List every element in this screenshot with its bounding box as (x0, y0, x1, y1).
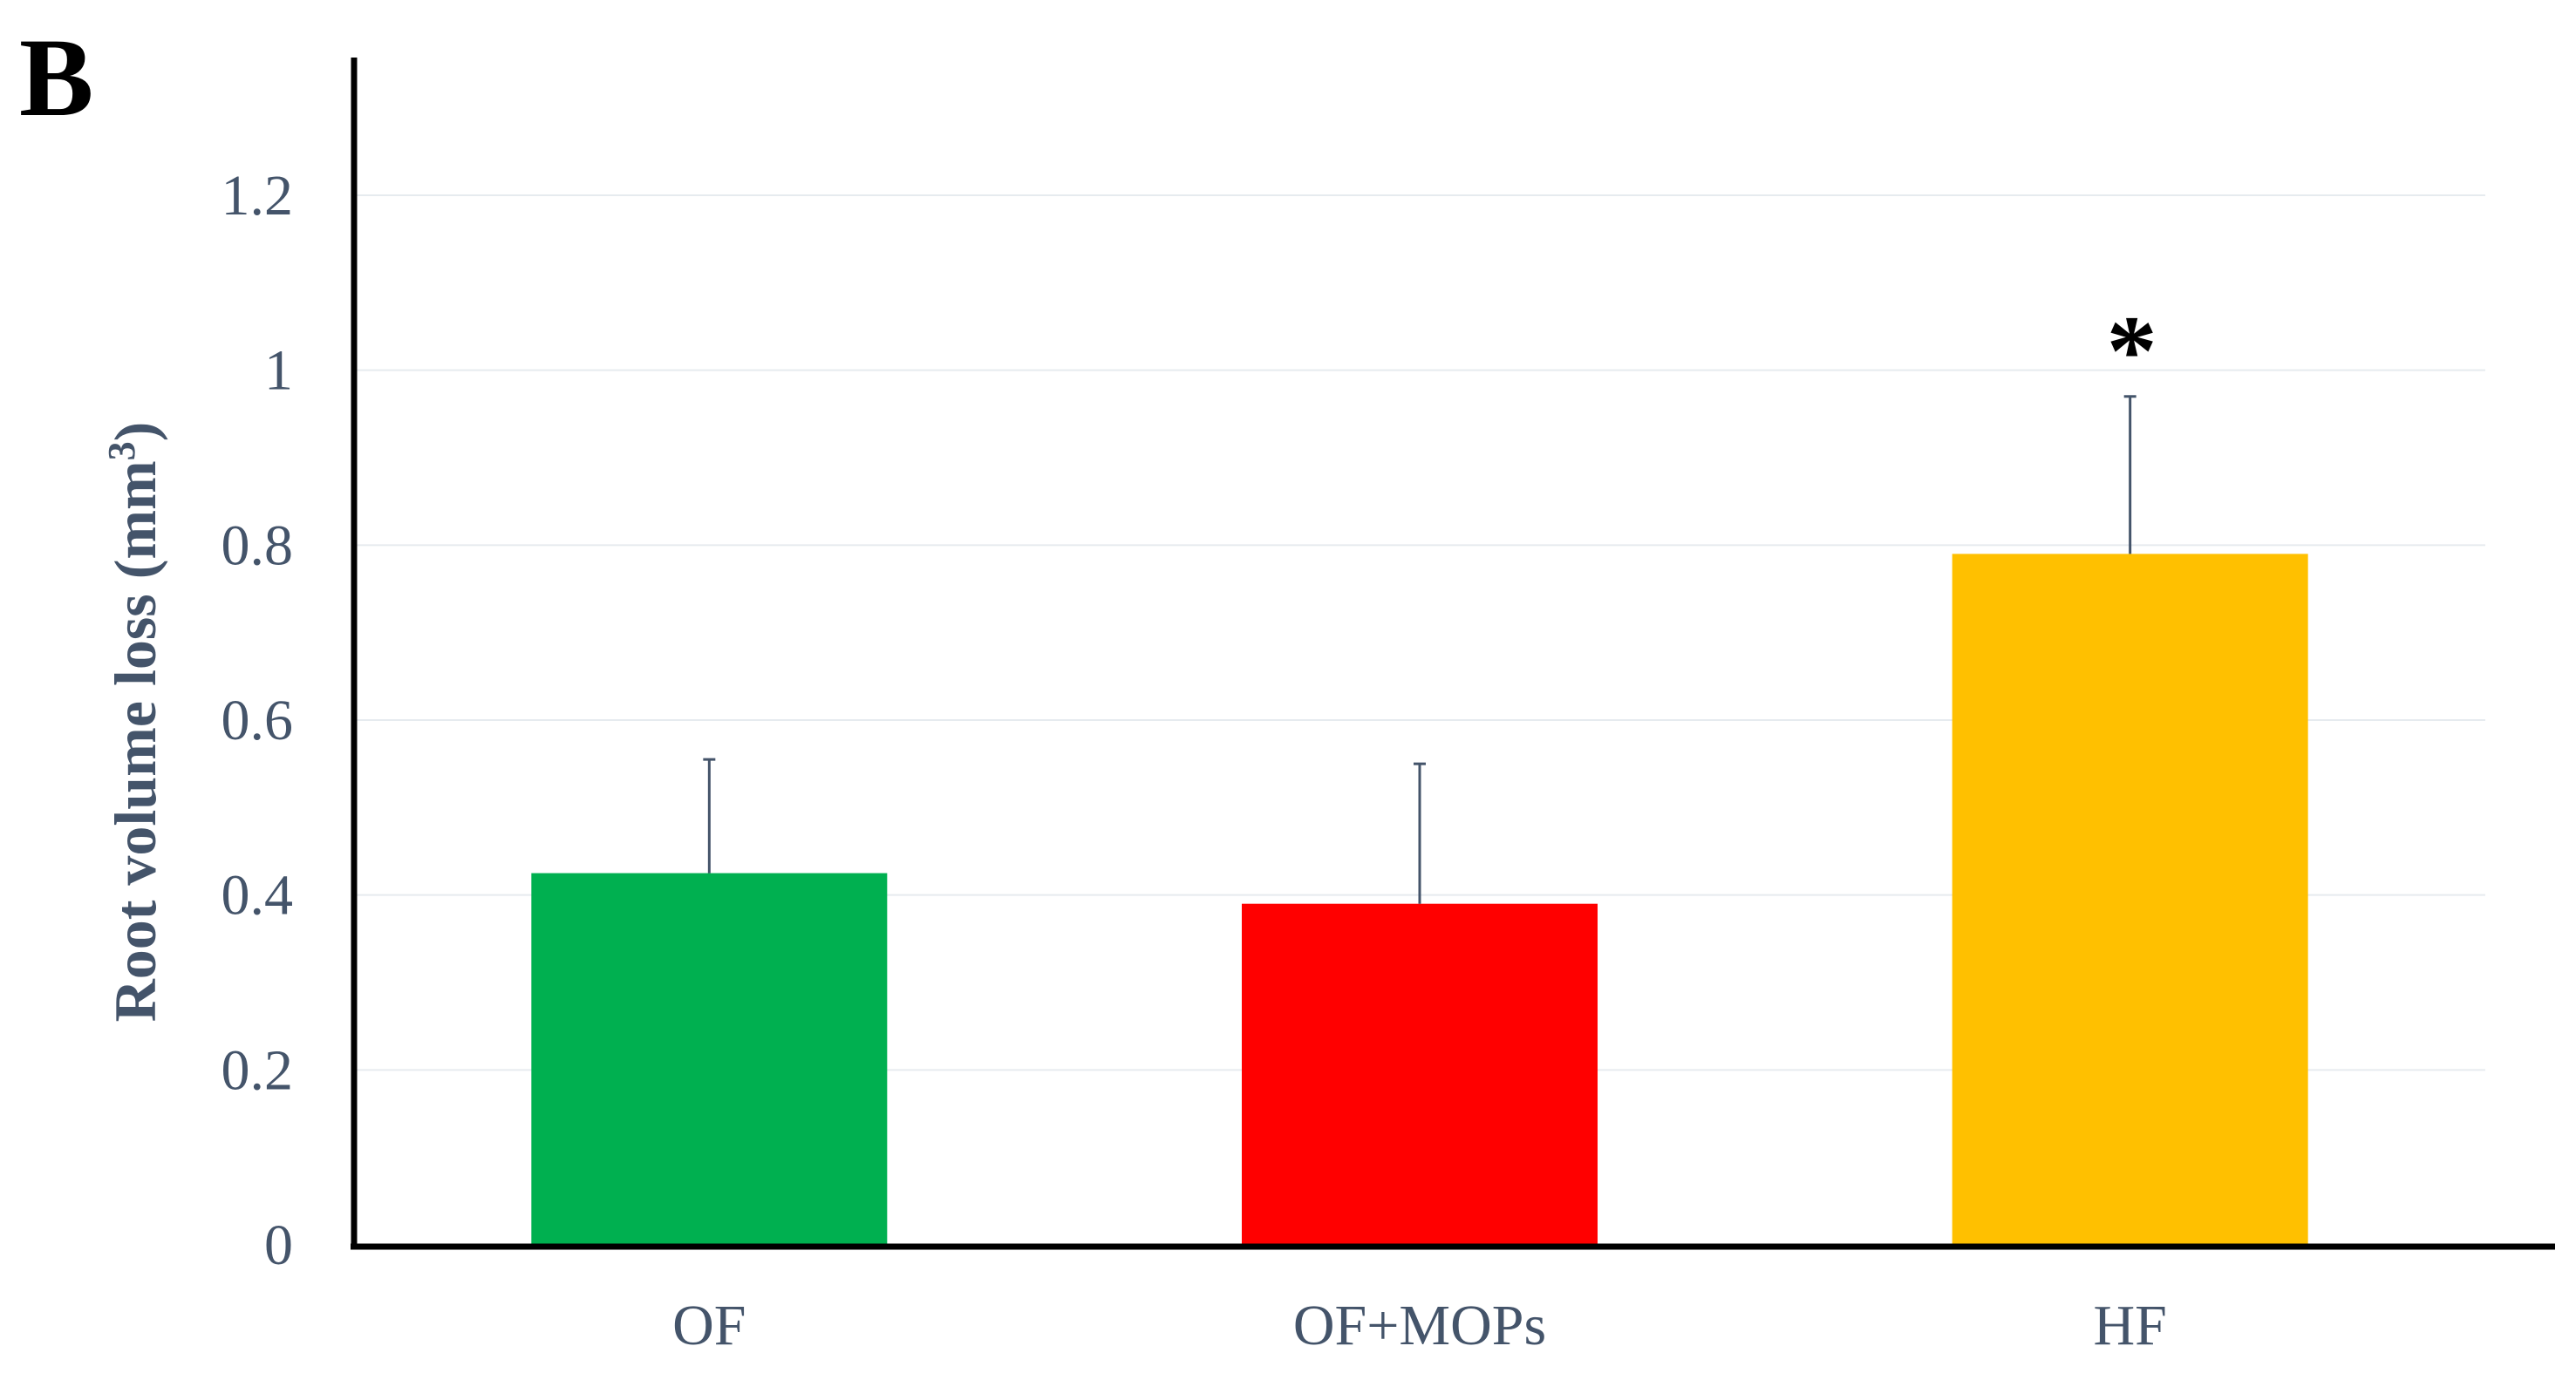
bar-hf (1952, 554, 2308, 1245)
y-tick-label: 1.2 (221, 164, 294, 228)
bars (531, 554, 2308, 1245)
x-category-labels: OF OF+MOPs HF (672, 1294, 2167, 1357)
bar-of-mops (1242, 903, 1598, 1245)
panel-label: B (19, 16, 93, 139)
bar-of (531, 873, 888, 1245)
y-tick-label: 0 (264, 1213, 293, 1277)
y-tick-labels: 0 0.2 0.4 0.6 0.8 1 1.2 (221, 164, 294, 1277)
x-category-label: HF (2093, 1294, 2166, 1357)
y-axis-title: Root volume loss (mm3) (100, 422, 168, 1023)
y-axis-title-superscript: 3 (100, 441, 143, 460)
y-tick-label: 0.4 (221, 864, 294, 928)
y-tick-label: 0.8 (221, 513, 294, 577)
x-category-label: OF (672, 1294, 746, 1357)
y-tick-label: 1 (264, 339, 293, 403)
y-axis-title-suffix: ) (102, 422, 168, 442)
y-tick-label: 0.2 (221, 1038, 294, 1102)
y-tick-label: 0.6 (221, 689, 294, 752)
annotations: * (2107, 296, 2157, 407)
significance-marker: * (2107, 296, 2157, 407)
error-bars (703, 395, 2136, 904)
x-category-label: OF+MOPs (1293, 1294, 1546, 1357)
y-axis-title-text: Root volume loss (mm (102, 460, 168, 1022)
